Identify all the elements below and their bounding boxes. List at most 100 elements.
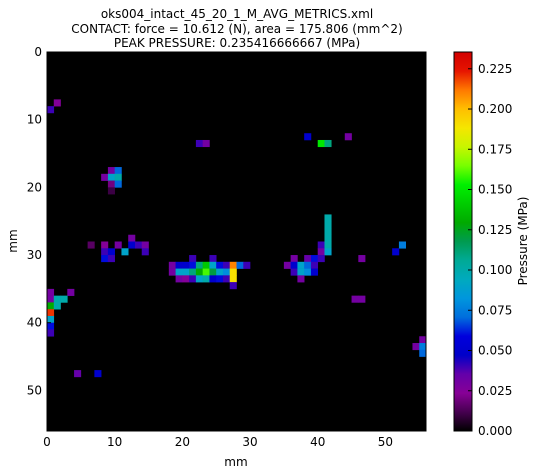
heatmap-cell: [358, 295, 366, 303]
heatmap-cell: [189, 275, 197, 283]
heatmap-cell: [189, 261, 197, 269]
heatmap-cell: [168, 261, 176, 269]
heatmap-cell: [304, 255, 312, 263]
heatmap-cell: [209, 255, 217, 263]
heatmap-cell: [283, 261, 291, 269]
colorbar-tick-label: 0.225: [478, 62, 512, 76]
heatmap-cell: [236, 261, 244, 269]
heatmap-cell: [351, 295, 359, 303]
heatmap-cell: [195, 139, 203, 148]
colorbar-ticks: 0.000 0.025 0.050 0.075 0.100 0.125 0.150 0.175…: [468, 62, 512, 438]
colorbar-label: Pressure (MPa): [516, 197, 530, 286]
heatmap-cell: [121, 248, 129, 256]
chart-title: oks004_intact_45_20_1_M_AVG_METRICS.xml …: [71, 7, 402, 50]
heatmap-cell: [412, 343, 420, 351]
heatmap-cell: [182, 275, 190, 283]
y-tick-label: 40: [27, 316, 42, 330]
colorbar-tick-label: 0.075: [478, 303, 512, 317]
heatmap-cell: [47, 302, 55, 310]
x-tick-label: 30: [242, 435, 257, 449]
y-tick-label: 50: [27, 383, 42, 397]
heatmap-cell: [324, 139, 332, 148]
colorbar-tick-label: 0.200: [478, 102, 512, 116]
heatmap-cell: [101, 173, 109, 181]
y-tick-label: 20: [27, 180, 42, 194]
x-tick-label: 50: [378, 435, 393, 449]
colorbar: [453, 51, 473, 432]
heatmap-cell: [53, 302, 61, 310]
plot-frame: [46, 51, 427, 432]
chart-title-line-2: CONTACT: force = 10.612 (N), area = 175.…: [71, 22, 402, 36]
heatmap-cell: [107, 248, 115, 256]
heatmap-cell: [229, 275, 237, 283]
heatmap-cell: [290, 255, 298, 263]
heatmap-cell: [358, 255, 366, 263]
heatmap-cell: [101, 255, 109, 263]
heatmap-cell: [202, 139, 210, 148]
x-tick-label: 0: [43, 435, 51, 449]
heatmap-cell: [195, 261, 203, 269]
heatmap-cell: [175, 261, 183, 269]
x-tick-label: 40: [310, 435, 325, 449]
heatmap-cell: [60, 295, 68, 303]
heatmap-cell: [324, 227, 332, 236]
heatmap-cell: [47, 295, 55, 303]
heatmap-cell: [107, 187, 115, 195]
heatmap-cell: [182, 268, 190, 276]
heatmap-cell: [67, 288, 75, 296]
heatmap-cell: [128, 234, 136, 242]
heatmap-cell: [107, 255, 115, 263]
heatmap-cell: [74, 370, 82, 378]
x-tick-label: 10: [107, 435, 122, 449]
x-axis-ticks: 0 10 20 30 40 50: [43, 52, 393, 449]
y-axis-ticks: 0 10 20 30 40 50: [27, 45, 426, 397]
heatmap-cell: [317, 241, 325, 249]
x-tick-label: 20: [175, 435, 190, 449]
heatmap-cell: [141, 248, 149, 256]
heatmap-cell: [290, 261, 298, 269]
heatmap-cell: [195, 275, 203, 283]
heatmap-cell: [47, 309, 55, 317]
heatmap-cell: [209, 268, 217, 276]
heatmap-cell: [324, 221, 332, 229]
heatmap-cell: [202, 268, 210, 276]
heatmap-cell: [107, 180, 115, 188]
heatmap-cell: [141, 241, 149, 249]
heatmap-cell: [189, 268, 197, 276]
heatmap-cell: [222, 268, 231, 276]
colorbar-tick-label: 0.125: [478, 223, 512, 237]
heatmap-cell: [290, 268, 298, 276]
heatmap-cell: [94, 370, 102, 378]
heatmap-cell: [310, 261, 319, 269]
chart-title-line-1: oks004_intact_45_20_1_M_AVG_METRICS.xml: [101, 7, 373, 21]
chart-title-line-3: PEAK PRESSURE: 0.235416666667 (MPa): [114, 36, 360, 50]
heatmap-cell: [304, 133, 312, 141]
colorbar-tick-label: 0.150: [478, 183, 512, 197]
heatmap-cell: [243, 261, 251, 269]
heatmap-cell: [202, 261, 210, 269]
y-tick-label: 30: [27, 248, 42, 262]
heatmap-cell: [304, 268, 312, 276]
heatmap-cell: [229, 268, 237, 276]
heatmap-cell: [229, 261, 237, 269]
heatmap-cell: [114, 180, 122, 188]
heatmap-cell: [87, 241, 95, 249]
heatmap-cell: [189, 255, 197, 263]
heatmap-cell: [209, 275, 217, 283]
y-axis-label: mm: [6, 229, 20, 252]
heatmap-cell: [419, 336, 427, 344]
heatmap-cell: [324, 234, 332, 242]
heatmap-cell: [53, 99, 61, 107]
heatmap-cell: [107, 173, 115, 181]
heatmap-cell: [47, 315, 55, 324]
colorbar-tick-label: 0.025: [478, 384, 512, 398]
y-tick-label: 10: [27, 113, 42, 127]
heatmap-cell: [304, 261, 312, 269]
colorbar-tick-label: 0.175: [478, 142, 512, 156]
heatmap-cell: [324, 241, 332, 249]
heatmap-cell: [182, 261, 190, 269]
heatmap-cell: [344, 133, 352, 141]
heatmap-cell: [324, 248, 332, 256]
heatmap-cell: [317, 139, 325, 148]
heatmap-cell: [47, 106, 55, 114]
